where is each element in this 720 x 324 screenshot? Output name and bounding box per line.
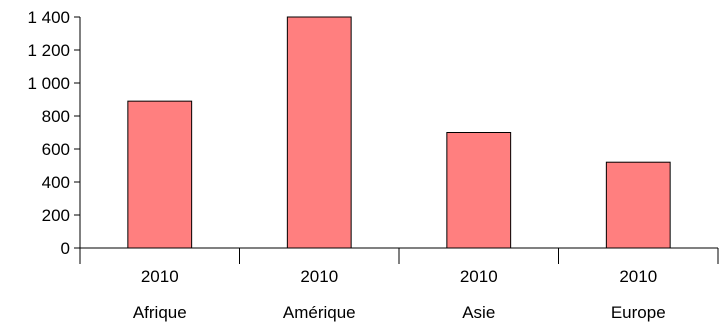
bars bbox=[127, 16, 671, 249]
x-tick-label-year: 2010 bbox=[300, 267, 338, 286]
x-tick-label-year: 2010 bbox=[619, 267, 657, 286]
bar-asie bbox=[446, 132, 512, 249]
y-tick-label: 1 000 bbox=[27, 74, 70, 93]
x-tick-label-year: 2010 bbox=[141, 267, 179, 286]
x-tick-label-year: 2010 bbox=[460, 267, 498, 286]
y-tick-label: 0 bbox=[61, 239, 70, 258]
y-axis: 0 200 400 600 800 1 000 1 200 1 400 bbox=[27, 8, 81, 258]
x-category-label: Europe bbox=[611, 303, 666, 322]
y-tick-label: 1 200 bbox=[27, 41, 70, 60]
y-tick-label: 200 bbox=[42, 206, 70, 225]
x-category-label: Afrique bbox=[133, 303, 187, 322]
bar-afrique bbox=[127, 100, 193, 249]
category-labels: 2010 Afrique 2010 Amérique 2010 Asie 2010 Europ… bbox=[133, 267, 666, 322]
y-tick-label: 1 400 bbox=[27, 8, 70, 27]
y-tick-label: 400 bbox=[42, 173, 70, 192]
y-tick-label: 800 bbox=[42, 107, 70, 126]
x-category-label: Asie bbox=[462, 303, 495, 322]
y-tick-label: 600 bbox=[42, 140, 70, 159]
x-axis bbox=[79, 247, 719, 264]
bar-europe bbox=[605, 161, 671, 249]
bar-amérique bbox=[286, 16, 352, 249]
x-category-label: Amérique bbox=[283, 303, 356, 322]
